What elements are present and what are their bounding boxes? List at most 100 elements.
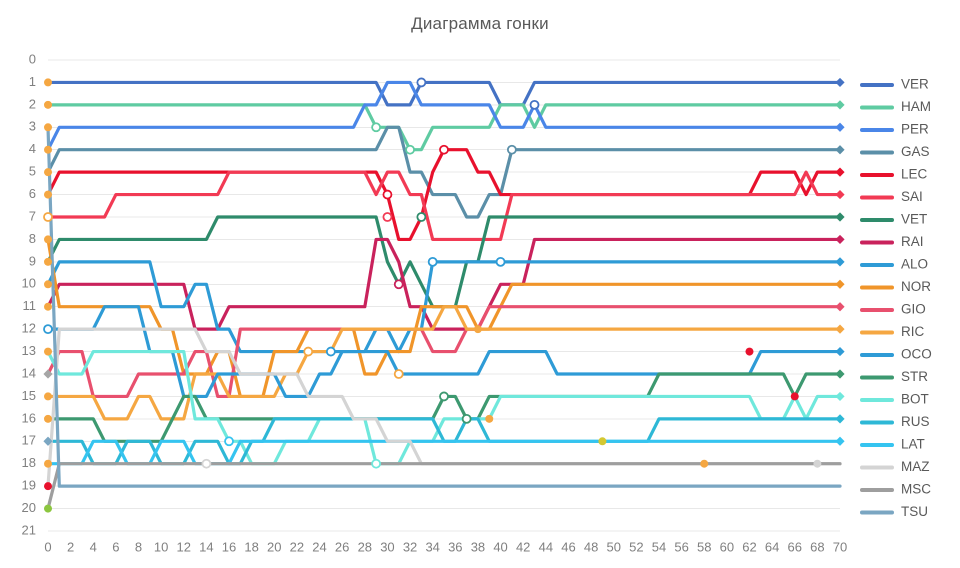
grid-marker-pos-15: [44, 392, 52, 401]
end-marker-nor: [835, 279, 845, 289]
y-axis-tick-label: 21: [22, 522, 36, 537]
chart-title: Диаграмма гонки: [411, 14, 549, 33]
x-axis-tick-label: 30: [380, 540, 394, 555]
x-axis-labels-group: 0 2 4 6 8 10 12 14 16 18 20 22 24 26 28 30 32 34 36 38 40 42 4…: [44, 540, 847, 555]
event-marker-lap-14: [201, 458, 212, 469]
grid-marker-pos-20: [44, 504, 52, 513]
x-axis-tick-label: 22: [290, 540, 304, 555]
x-axis-tick-label: 52: [629, 540, 643, 555]
end-marker-vet: [835, 212, 845, 222]
series-line-nor: [46, 237, 842, 399]
event-marker-lap-68: [813, 459, 822, 468]
grid-marker-pos-16: [44, 414, 52, 423]
y-axis-tick-label: 14: [22, 365, 36, 380]
legend-label-gio[interactable]: GIO: [901, 302, 926, 317]
y-axis-tick-label: 17: [22, 433, 36, 448]
legend-label-lat[interactable]: LAT: [901, 437, 925, 452]
legend-label-msc[interactable]: MSC: [901, 482, 931, 497]
x-axis-tick-label: 12: [177, 540, 191, 555]
end-marker-bot: [835, 391, 845, 402]
series-line-ham: [46, 103, 842, 152]
x-axis-tick-label: 10: [154, 540, 168, 555]
y-axis-tick-label: 10: [22, 276, 36, 291]
event-marker-lap-37: [461, 413, 472, 424]
end-marker-alo: [835, 257, 845, 267]
event-marker-lap-40: [495, 256, 506, 267]
event-marker-lap-35: [439, 144, 449, 155]
legend-label-sai[interactable]: SAI: [901, 189, 923, 204]
x-axis-tick-label: 50: [606, 540, 620, 555]
x-axis-tick-label: 46: [561, 540, 575, 555]
x-axis-tick-label: 42: [516, 540, 530, 555]
y-axis-tick-label: 7: [29, 208, 36, 223]
series-line-sai: [46, 170, 842, 242]
grid-marker-pos-11: [44, 302, 52, 311]
y-axis-tick-label: 15: [22, 388, 36, 403]
x-axis-tick-label: 66: [788, 540, 802, 555]
x-axis-tick-label: 20: [267, 540, 281, 555]
series-line-per: [46, 80, 842, 152]
grid-marker-pos-13: [44, 347, 52, 356]
y-axis-tick-label: 12: [22, 321, 36, 336]
legend-label-ver[interactable]: VER: [901, 77, 929, 92]
event-marker-lap-30: [382, 189, 393, 200]
legend-label-lec[interactable]: LEC: [901, 167, 928, 182]
event-marker-lap-31: [393, 279, 404, 290]
end-marker-sai: [835, 189, 845, 200]
y-axis-tick-label: 3: [29, 119, 36, 134]
y-axis-tick-label: 16: [22, 410, 36, 425]
legend-label-per[interactable]: PER: [901, 122, 929, 137]
legend-label-nor[interactable]: NOR: [901, 279, 931, 294]
x-axis-tick-label: 0: [44, 540, 51, 555]
legend-label-rus[interactable]: RUS: [901, 414, 930, 429]
grid-marker-pos-8: [44, 235, 52, 244]
end-marker-ham: [835, 100, 845, 110]
x-axis-tick-label: 4: [90, 540, 97, 555]
legend-label-vet[interactable]: VET: [901, 212, 927, 227]
series-line-ric: [46, 305, 842, 421]
series-line-bot: [46, 349, 842, 466]
legend-label-tsu[interactable]: TSU: [901, 504, 928, 519]
x-axis-tick-label: 48: [584, 540, 598, 555]
legend-label-alo[interactable]: ALO: [901, 257, 928, 272]
x-axis-tick-label: 56: [674, 540, 688, 555]
event-marker-lap-38: [473, 325, 482, 334]
x-axis-tick-label: 28: [358, 540, 372, 555]
x-axis-tick-label: 2: [67, 540, 74, 555]
x-axis-tick-label: 64: [765, 540, 779, 555]
legend-label-gas[interactable]: GAS: [901, 144, 930, 159]
y-axis-tick-label: 8: [29, 231, 36, 246]
series-line-lat: [46, 439, 842, 466]
event-marker-lap-23: [303, 346, 314, 357]
end-marker-ver: [835, 77, 845, 88]
end-marker-per: [835, 122, 845, 132]
legend-label-bot[interactable]: BOT: [901, 392, 929, 407]
series-line-rus: [46, 417, 842, 466]
legend-label-ric[interactable]: RIC: [901, 324, 925, 339]
grid-marker-pos-7: [43, 212, 53, 222]
x-axis-tick-label: 58: [697, 540, 711, 555]
series-line-gas: [46, 125, 842, 219]
y-axis-tick-label: 18: [22, 455, 36, 470]
y-axis-tick-label: 20: [22, 500, 36, 515]
grid-marker-pos-4: [44, 145, 52, 154]
legend-label-rai[interactable]: RAI: [901, 234, 924, 249]
x-axis-tick-label: 68: [810, 540, 824, 555]
grid-marker-pos-9: [44, 257, 52, 266]
grid-marker-pos-18: [44, 459, 52, 468]
event-marker-lap-32: [405, 144, 415, 155]
legend-label-maz[interactable]: MAZ: [901, 459, 930, 474]
end-marker-rai: [835, 234, 845, 245]
end-marker-oco: [835, 346, 845, 357]
legend-label-oco[interactable]: OCO: [901, 347, 932, 362]
y-axis-tick-label: 2: [29, 96, 36, 111]
event-marker-lap-31: [393, 369, 404, 379]
event-marker-lap-33: [416, 77, 427, 88]
end-marker-lat: [835, 436, 845, 446]
event-marker-lap-16: [224, 436, 234, 447]
legend-label-str[interactable]: STR: [901, 369, 928, 384]
x-axis-tick-label: 8: [135, 540, 142, 555]
legend-label-ham[interactable]: HAM: [901, 99, 931, 114]
